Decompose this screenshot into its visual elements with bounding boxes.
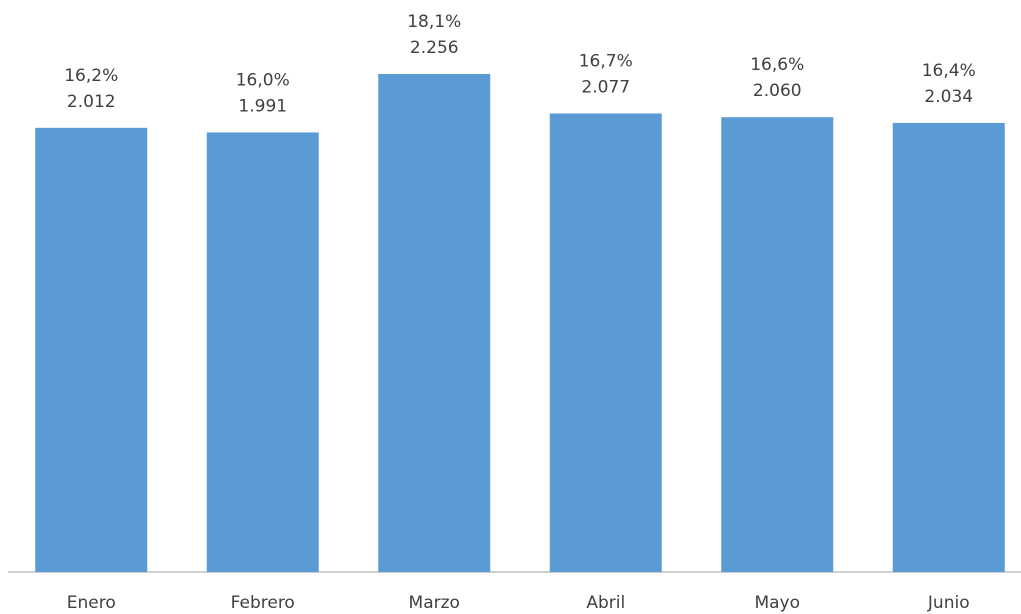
x-tick-label: Febrero (231, 593, 295, 613)
bar (378, 73, 491, 573)
x-tick-label: Enero (67, 593, 116, 613)
bar (721, 117, 834, 572)
value-label: 1.991 (238, 96, 287, 116)
x-tick-label: Abril (586, 593, 625, 613)
bar (892, 122, 1005, 572)
value-label: 2.034 (924, 87, 973, 107)
value-label: 2.256 (410, 38, 459, 58)
bar (206, 132, 319, 572)
bar (549, 113, 662, 572)
bar (35, 127, 148, 572)
percent-label: 16,6% (750, 55, 804, 75)
percent-label: 16,4% (922, 61, 976, 81)
value-label: 2.060 (753, 81, 802, 101)
x-tick-label: Mayo (754, 593, 800, 613)
percent-label: 18,1% (407, 12, 461, 32)
percent-label: 16,7% (579, 51, 633, 71)
percent-label: 16,0% (236, 70, 290, 90)
x-tick-label: Junio (927, 593, 970, 613)
percent-label: 16,2% (64, 66, 118, 86)
value-label: 2.077 (581, 77, 630, 97)
value-label: 2.012 (67, 92, 116, 112)
x-tick-label: Marzo (409, 593, 460, 613)
